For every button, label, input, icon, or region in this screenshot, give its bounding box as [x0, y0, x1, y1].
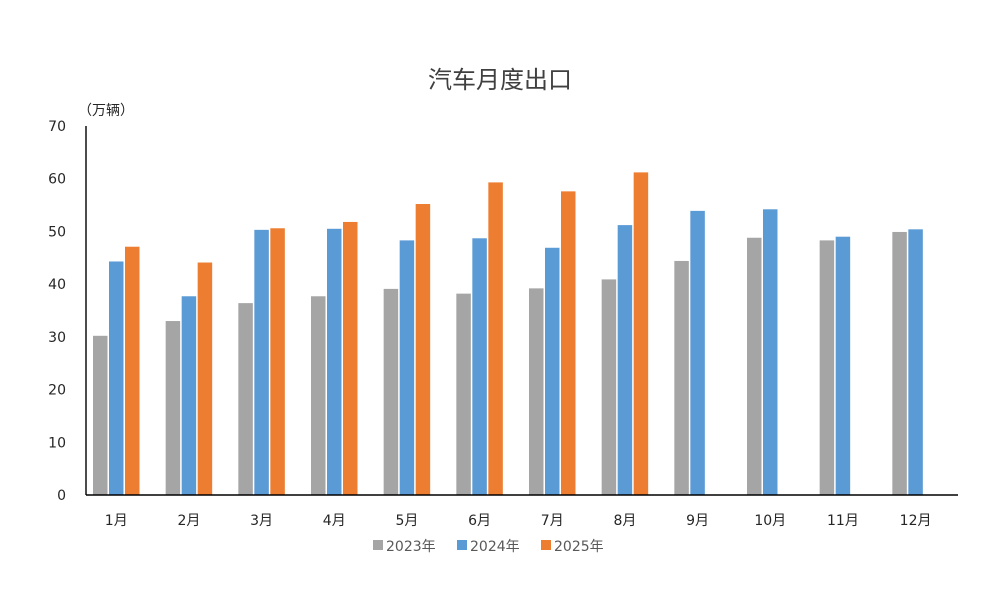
x-tick-label: 6月	[468, 513, 491, 529]
bar-2025年-7月	[561, 191, 576, 495]
bar-2024年-4月	[327, 228, 342, 496]
bar-2025年-6月	[488, 182, 503, 495]
y-axis-ticks: 0 10 20 30 40 50 60 70	[48, 119, 66, 504]
bar-2025年-2月	[197, 262, 213, 495]
bar-2025年-8月	[633, 172, 649, 496]
x-tick-label: 8月	[613, 513, 636, 529]
x-tick-label: 10月	[754, 513, 786, 529]
bar-2024年-1月	[109, 261, 124, 495]
y-tick-label: 30	[48, 330, 66, 346]
bar-2024年-5月	[399, 240, 415, 495]
bar-2024年-11月	[835, 236, 851, 495]
legend: 2023年 2024年 2025年	[373, 539, 604, 555]
bar-2023年-2月	[165, 321, 181, 495]
y-tick-label: 60	[48, 172, 66, 188]
bar-2024年-2月	[181, 296, 197, 495]
bar-2023年-11月	[819, 240, 835, 495]
x-tick-label: 9月	[686, 513, 709, 529]
y-unit-label: （万辆）	[78, 103, 134, 119]
x-axis-ticks: 1月 2月 3月 4月 5月 6月 7月 8月 9月 10月 11月 12月	[105, 513, 932, 529]
bar-2023年-1月	[93, 335, 108, 495]
x-tick-label: 5月	[395, 513, 418, 529]
y-tick-label: 0	[57, 488, 66, 504]
x-tick-label: 4月	[323, 513, 346, 529]
x-tick-label: 1月	[105, 513, 128, 529]
chart-title: 汽车月度出口	[428, 66, 572, 94]
x-tick-label: 11月	[827, 513, 859, 529]
y-tick-label: 10	[48, 435, 66, 451]
legend-swatch	[373, 540, 383, 550]
bar-2023年-4月	[311, 296, 326, 495]
bar-2023年-9月	[674, 260, 689, 495]
bar-2023年-5月	[383, 288, 399, 495]
legend-swatch	[457, 540, 467, 550]
x-tick-label: 3月	[250, 513, 273, 529]
bar-2024年-10月	[763, 209, 778, 495]
bar-2023年-12月	[892, 231, 907, 495]
bar-2024年-9月	[690, 210, 705, 495]
legend-swatch	[541, 540, 551, 550]
bar-2024年-6月	[472, 238, 487, 495]
bar-2023年-8月	[601, 279, 617, 495]
bar-2025年-3月	[270, 228, 285, 495]
x-tick-label: 12月	[900, 513, 932, 529]
y-tick-label: 50	[48, 224, 66, 240]
bar-2024年-7月	[545, 247, 560, 495]
y-tick-label: 20	[48, 383, 66, 399]
bar-2024年-3月	[254, 229, 269, 495]
bar-2025年-5月	[415, 204, 431, 495]
bar-2024年-12月	[908, 229, 923, 495]
legend-label: 2024年	[470, 539, 520, 555]
legend-label: 2025年	[554, 539, 604, 555]
bar-2023年-6月	[456, 293, 471, 495]
y-tick-label: 70	[48, 119, 66, 135]
bar-2025年-4月	[343, 221, 358, 495]
bar-2024年-8月	[617, 225, 633, 496]
bar-2025年-1月	[125, 246, 140, 495]
x-tick-label: 7月	[541, 513, 564, 529]
y-tick-label: 40	[48, 277, 66, 293]
x-tick-label: 2月	[177, 513, 200, 529]
bar-2023年-3月	[238, 303, 253, 495]
bar-2023年-10月	[747, 237, 762, 496]
bars	[93, 172, 923, 496]
bar-2023年-7月	[529, 288, 544, 495]
legend-label: 2023年	[386, 539, 436, 555]
